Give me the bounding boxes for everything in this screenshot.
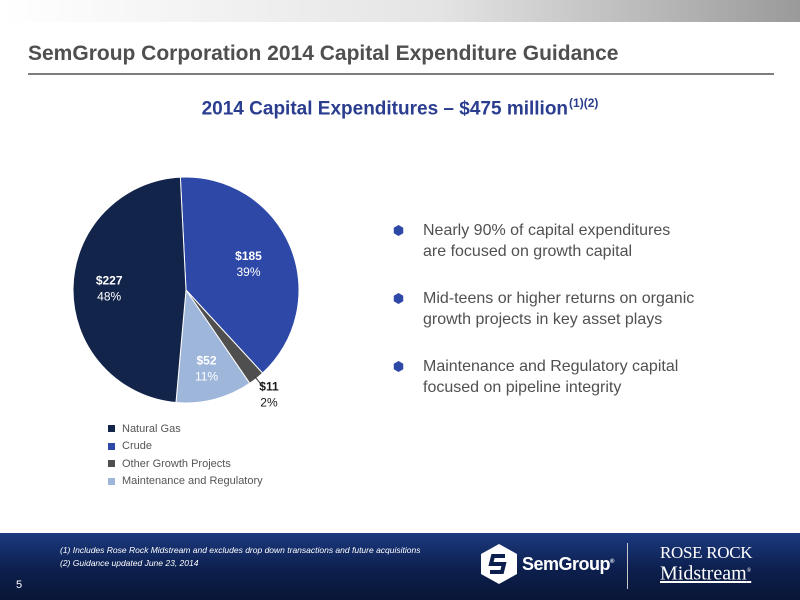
bullet-item: Maintenance and Regulatory capital focus… [393, 356, 753, 398]
legend-item-crude: Crude [108, 438, 263, 456]
logo-divider [627, 543, 628, 589]
slide-title: SemGroup Corporation 2014 Capital Expend… [28, 42, 619, 65]
semgroup-registered-mark: ® [610, 559, 614, 565]
legend-swatch [108, 477, 115, 485]
bullet-line: Maintenance and Regulatory capital [423, 358, 679, 375]
pie-slice-natural-gas [72, 176, 187, 404]
bullet-list: Nearly 90% of capital expenditures are f… [393, 220, 753, 424]
bullet-line: Nearly 90% of capital expenditures [423, 222, 671, 239]
bullet-line: growth projects in key asset plays [423, 311, 663, 328]
legend-item-other-growth: Other Growth Projects [108, 455, 263, 473]
page-number: 5 [16, 579, 23, 591]
bullet-line: focused on pipeline integrity [423, 379, 622, 396]
footer-bar: (1) Includes Rose Rock Midstream and exc… [0, 533, 800, 600]
pie-slice-maintenance [175, 288, 251, 404]
chart-title: 2014 Capital Expenditures – $475 million… [0, 96, 800, 120]
bullet-line: Mid-teens or higher returns on organic [423, 290, 695, 307]
value-label-maintenance: $52 [197, 354, 217, 368]
value-label-natural-gas: $227 [96, 274, 123, 288]
legend-swatch [108, 460, 115, 468]
midstream-text: Midstream [660, 562, 747, 585]
legend-label: Natural Gas [122, 422, 181, 435]
bullet-item: Mid-teens or higher returns on organic g… [393, 288, 753, 330]
rose-rock-logo: ROSE ROCK Midstream® [660, 543, 753, 584]
footnote-2: (2) Guidance updated June 23, 2014 [60, 558, 199, 568]
rose-rock-wordmark: ROSE ROCK [660, 543, 753, 562]
hexagon-bullet-icon [393, 293, 404, 304]
hexagon-bullet-icon [393, 225, 404, 236]
footnote-1: (1) Includes Rose Rock Midstream and exc… [60, 545, 421, 555]
bullet-line: are focused on growth capital [423, 243, 633, 260]
semgroup-wordmark: SemGroup® [522, 554, 614, 575]
legend-swatch [108, 442, 115, 450]
chart-title-text: 2014 Capital Expenditures – $475 million [201, 98, 569, 120]
legend-label: Maintenance and Regulatory [122, 475, 263, 488]
rose-rock-registered-mark: ® [746, 568, 752, 574]
pie-slice-crude [179, 176, 300, 374]
midstream-wordmark: Midstream® [660, 561, 752, 584]
value-label-crude: $185 [235, 249, 262, 263]
chart-title-superscript: (1)(2) [569, 96, 599, 110]
legend-label: Other Growth Projects [122, 457, 231, 470]
hexagon-bullet-icon [393, 361, 404, 372]
percent-label-crude: 39% [237, 265, 261, 279]
legend-swatch [108, 425, 115, 433]
legend-item-natural-gas: Natural Gas [108, 420, 263, 438]
semgroup-logo: SemGroup® [478, 542, 614, 588]
legend-item-maintenance: Maintenance and Regulatory [108, 473, 263, 491]
semgroup-emblem-icon [481, 544, 517, 584]
value-label-other-growth: $11 [259, 379, 279, 393]
legend-label: Crude [122, 440, 152, 453]
top-gradient-bar [0, 0, 800, 22]
percent-label-other-growth: 2% [260, 395, 278, 409]
percent-label-maintenance: 11% [195, 370, 218, 384]
percent-label-natural-gas: 48% [97, 290, 121, 304]
leader-line [254, 376, 264, 388]
semgroup-name: SemGroup [522, 554, 611, 574]
chart-legend: Natural Gas Crude Other Growth Projects … [108, 420, 263, 490]
bullet-item: Nearly 90% of capital expenditures are f… [393, 220, 753, 262]
title-divider [28, 73, 774, 75]
